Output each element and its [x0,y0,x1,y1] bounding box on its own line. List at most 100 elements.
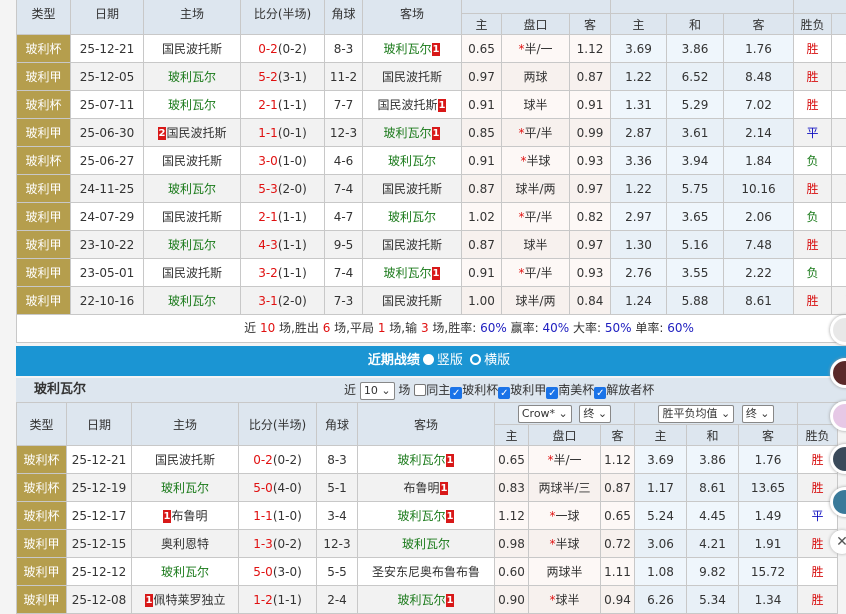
away-team[interactable]: 玻利瓦尔1 [358,446,495,474]
away-team[interactable]: 玻利瓦尔 [363,203,462,231]
score[interactable]: 3-1(2-0) [241,287,325,315]
radio-vertical[interactable] [423,354,434,365]
away-team-name[interactable]: 玻利瓦尔 [384,266,432,280]
score[interactable]: 5-0(4-0) [239,474,317,502]
score[interactable]: 1-1(1-0) [239,502,317,530]
match-type[interactable]: 玻利甲 [17,175,71,203]
match-type[interactable]: 玻利甲 [17,119,71,147]
away-team-name[interactable]: 布鲁明 [404,481,440,495]
away-team-name[interactable]: 国民波托斯 [382,294,442,308]
asian-mode-select[interactable]: 终 ⌄ [579,405,611,423]
away-team-name[interactable]: 圣安东尼奥布鲁布鲁 [372,565,480,579]
score[interactable]: 4-3(1-1) [241,231,325,259]
close-icon[interactable]: ✕ [830,530,846,554]
avatar[interactable] [830,444,846,474]
home-team[interactable]: 国民波托斯 [144,259,241,287]
option-horizontal-label[interactable]: 横版 [484,353,510,368]
match-count-select[interactable]: 10 ⌄ [360,382,395,400]
match-type[interactable]: 玻利甲 [17,259,71,287]
home-team[interactable]: 玻利瓦尔 [132,474,239,502]
home-team[interactable]: 国民波托斯 [132,446,239,474]
away-team[interactable]: 国民波托斯1 [363,91,462,119]
avatar[interactable] [830,487,846,517]
home-team-name[interactable]: 国民波托斯 [162,154,222,168]
avatar[interactable] [830,358,846,388]
away-team[interactable]: 国民波托斯 [363,287,462,315]
home-team-name[interactable]: 国民波托斯 [162,266,222,280]
home-team[interactable]: 国民波托斯 [144,35,241,63]
radio-horizontal[interactable] [470,354,481,365]
home-team[interactable]: 玻利瓦尔 [144,175,241,203]
away-team[interactable]: 国民波托斯 [363,231,462,259]
home-team-name[interactable]: 玻利瓦尔 [161,481,209,495]
match-type[interactable]: 玻利杯 [17,91,71,119]
score[interactable]: 2-1(1-1) [241,91,325,119]
away-team-name[interactable]: 国民波托斯 [382,70,442,84]
away-team[interactable]: 玻利瓦尔1 [363,119,462,147]
euro-type-select[interactable]: 胜平负均值 ⌄ [658,405,734,423]
home-team-name[interactable]: 玻利瓦尔 [168,294,216,308]
match-type[interactable]: 玻利甲 [17,530,67,558]
match-type[interactable]: 玻利甲 [17,203,71,231]
home-team[interactable]: 1布鲁明 [132,502,239,530]
home-team-name[interactable]: 玻利瓦尔 [161,565,209,579]
match-type[interactable]: 玻利杯 [17,502,67,530]
league-checkbox[interactable]: ✓ [498,387,510,399]
score[interactable]: 5-2(3-1) [241,63,325,91]
score[interactable]: 5-0(3-0) [239,558,317,586]
home-team-name[interactable]: 国民波托斯 [162,210,222,224]
away-team-name[interactable]: 玻利瓦尔 [402,537,450,551]
away-team-name[interactable]: 玻利瓦尔 [384,42,432,56]
home-team[interactable]: 玻利瓦尔 [144,63,241,91]
away-team-name[interactable]: 国民波托斯 [378,98,438,112]
home-team[interactable]: 国民波托斯 [144,147,241,175]
match-type[interactable]: 玻利甲 [17,287,71,315]
home-team[interactable]: 国民波托斯 [144,203,241,231]
away-team[interactable]: 玻利瓦尔1 [358,502,495,530]
home-team-name[interactable]: 国民波托斯 [166,126,226,140]
home-team[interactable]: 玻利瓦尔 [144,91,241,119]
score[interactable]: 1-1(0-1) [241,119,325,147]
away-team-name[interactable]: 玻利瓦尔 [388,154,436,168]
match-type[interactable]: 玻利杯 [17,147,71,175]
away-team-name[interactable]: 玻利瓦尔 [388,210,436,224]
score[interactable]: 2-1(1-1) [241,203,325,231]
home-team-name[interactable]: 玻利瓦尔 [168,182,216,196]
away-team[interactable]: 玻利瓦尔 [358,530,495,558]
score[interactable]: 3-2(1-1) [241,259,325,287]
home-team-name[interactable]: 玻利瓦尔 [168,70,216,84]
same-home-checkbox[interactable] [414,384,426,396]
home-team[interactable]: 玻利瓦尔 [144,231,241,259]
away-team-name[interactable]: 国民波托斯 [382,182,442,196]
match-type[interactable]: 玻利杯 [17,35,71,63]
home-team-name[interactable]: 玻利瓦尔 [168,98,216,112]
league-checkbox[interactable]: ✓ [450,387,462,399]
home-team-name[interactable]: 布鲁明 [171,509,207,523]
away-team[interactable]: 布鲁明1 [358,474,495,502]
score[interactable]: 0-2(0-2) [241,35,325,63]
match-type[interactable]: 玻利甲 [17,231,71,259]
league-checkbox[interactable]: ✓ [594,387,606,399]
away-team[interactable]: 圣安东尼奥布鲁布鲁 [358,558,495,586]
home-team-name[interactable]: 玻利瓦尔 [168,238,216,252]
league-checkbox[interactable]: ✓ [546,387,558,399]
home-team-name[interactable]: 国民波托斯 [155,453,215,467]
home-team-name[interactable]: 国民波托斯 [162,42,222,56]
avatar[interactable] [830,315,846,345]
away-team-name[interactable]: 玻利瓦尔 [398,453,446,467]
away-team[interactable]: 玻利瓦尔1 [363,259,462,287]
score[interactable]: 5-3(2-0) [241,175,325,203]
match-type[interactable]: 玻利杯 [17,474,67,502]
home-team-name[interactable]: 奥利恩特 [161,537,209,551]
